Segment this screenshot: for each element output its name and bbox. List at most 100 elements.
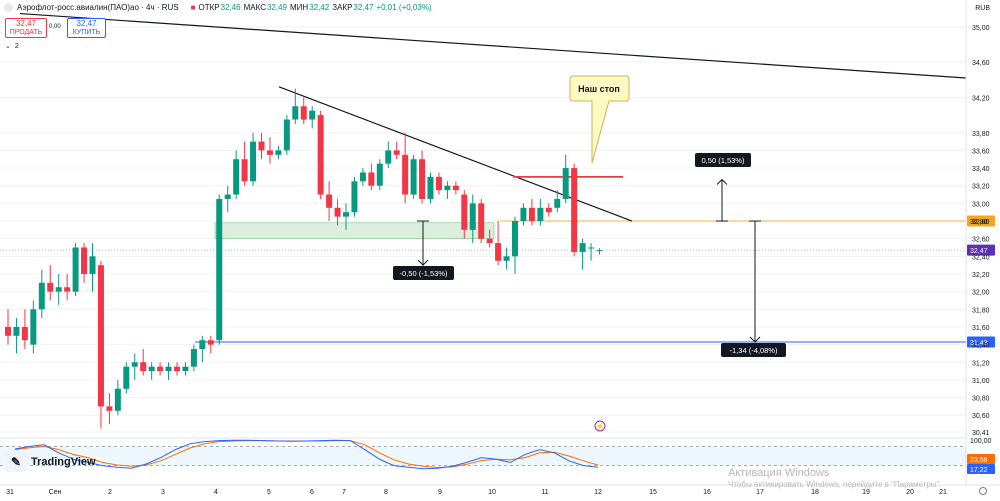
- level-price-tag: [967, 336, 995, 348]
- price-tick-label: 33,20: [972, 184, 990, 191]
- candle-body: [478, 203, 485, 239]
- candle-body: [241, 159, 248, 182]
- candle-body: [131, 362, 138, 367]
- candle-body: [199, 340, 206, 350]
- candle-body: [410, 159, 417, 195]
- callout-bubble: [569, 75, 630, 164]
- candle-body: [579, 243, 586, 252]
- candle-body: [21, 326, 28, 341]
- price-tick-label: 30,80: [972, 396, 990, 403]
- candle-body: [89, 256, 96, 274]
- time-tick-label: 11: [541, 489, 548, 496]
- price-tick-label: 32,40: [972, 254, 990, 261]
- candle-body: [393, 150, 400, 155]
- candle-body: [38, 282, 45, 310]
- candle-body: [64, 287, 71, 292]
- measure-up-label: 0,50 (1,53%): [702, 156, 745, 165]
- level-price-tag: [967, 215, 995, 227]
- candle-body: [554, 198, 561, 208]
- chart-header: Аэрофлот-росс.авиалин(ПАО)ао · 4ч · RUS …: [0, 0, 432, 14]
- candle-body: [326, 194, 333, 208]
- low-label: МИН: [290, 2, 309, 12]
- currency-label[interactable]: RUB: [975, 5, 990, 12]
- sell-label: ПРОДАТЬ: [9, 29, 43, 36]
- pencil-icon[interactable]: ✎: [5, 452, 27, 472]
- time-tick-label: 2: [108, 489, 112, 496]
- high-label: МАКС: [243, 2, 266, 12]
- candle-body: [174, 366, 180, 372]
- candle-body: [486, 238, 493, 244]
- candle-body: [300, 106, 307, 120]
- stochastic-panel: 100,00 23,58 17,22: [0, 437, 995, 474]
- price-tick-label: 32,80: [972, 219, 990, 226]
- candle-body: [317, 115, 324, 195]
- candle-body: [435, 176, 442, 191]
- open-value: 32,46: [220, 2, 241, 12]
- candle-body: [258, 141, 265, 151]
- level-price-label: 31,43: [970, 340, 988, 347]
- time-tick-label: 7: [342, 489, 346, 496]
- candle-body: [106, 406, 113, 411]
- candle-body: [216, 198, 223, 341]
- measure-up-box: [695, 153, 751, 167]
- candle-body: [545, 207, 552, 213]
- stoch-value-tag: [967, 454, 995, 464]
- candle-body: [97, 265, 104, 407]
- price-tick-label: 33,80: [972, 131, 990, 138]
- candle-body: [283, 119, 290, 151]
- stoch-tick-label: 23,58: [970, 457, 988, 464]
- spread-value: 0,00: [49, 24, 61, 30]
- candle-body: [351, 181, 358, 213]
- event-icon: [594, 420, 606, 432]
- windows-watermark: Активация Windows Чтобы активировать Win…: [728, 467, 942, 491]
- indicators-toggle[interactable]: ⌄ 2: [5, 42, 19, 51]
- time-tick-label: 21: [939, 489, 947, 496]
- tradingview-logo[interactable]: ✎ TradingView: [5, 452, 96, 472]
- time-tick-label: 6: [310, 489, 314, 496]
- price-tick-label: 33,00: [972, 201, 990, 208]
- candle-body: [596, 250, 603, 252]
- support-zone: [214, 222, 495, 239]
- price-axis: 35,00 34,60 34,20 33,80 33,60 33,40 33,20 33,00…: [965, 0, 990, 485]
- flag-icon[interactable]: ■: [190, 2, 196, 12]
- candle-body: [469, 203, 476, 230]
- change-value: +0,01 (+0,03%): [376, 2, 432, 12]
- candle-body: [376, 163, 383, 186]
- sell-button[interactable]: 32,47 ПРОДАТЬ: [5, 18, 47, 38]
- candle-body: [233, 159, 240, 195]
- candle-body: [114, 388, 121, 411]
- candle-body: [148, 366, 155, 372]
- close-value: 32,47: [353, 2, 374, 12]
- candle-body: [182, 366, 189, 372]
- time-tick-label: 10: [488, 489, 496, 496]
- measure-up-head: [716, 178, 728, 185]
- price-tick-label: 30,60: [972, 413, 990, 420]
- time-axis: 31 Сен 2 3 4 5 6 7 8 9 10 11 12 15 16 17 18 19 20 21: [0, 484, 1000, 496]
- watermark-title: Активация Windows: [728, 467, 830, 479]
- candle-body: [427, 176, 434, 199]
- price-tick-label: 34,60: [972, 60, 990, 67]
- candle-body: [419, 159, 426, 199]
- stoch-value-tag: [967, 464, 995, 474]
- candle-body: [266, 150, 273, 155]
- event-bolt-icon: ⚡: [596, 422, 605, 431]
- zones-layer: [214, 222, 495, 239]
- candle-body: [13, 326, 20, 336]
- time-tick-label: 18: [811, 489, 819, 496]
- candle-body: [368, 172, 375, 186]
- candle-body: [224, 194, 231, 199]
- high-value: 32,49: [266, 2, 288, 12]
- open-label: ОТКР: [198, 2, 220, 12]
- time-tick-label: 15: [649, 489, 657, 496]
- buy-button[interactable]: 32,47 КУПИТЬ: [67, 18, 106, 38]
- settings-gear-icon: [979, 487, 987, 495]
- candle-body: [157, 366, 164, 372]
- price-tick-label: 32,60: [972, 237, 990, 244]
- candles-layer: [5, 88, 603, 429]
- price-tick-label: 31,00: [972, 378, 990, 385]
- price-tick-label: 31,40: [972, 343, 990, 350]
- measure-down-head: [417, 259, 429, 266]
- instrument-title[interactable]: Аэрофлот-росс.авиалин(ПАО)ао · 4ч · RUS: [17, 2, 179, 12]
- stoch-tick-label: 17,22: [970, 467, 988, 474]
